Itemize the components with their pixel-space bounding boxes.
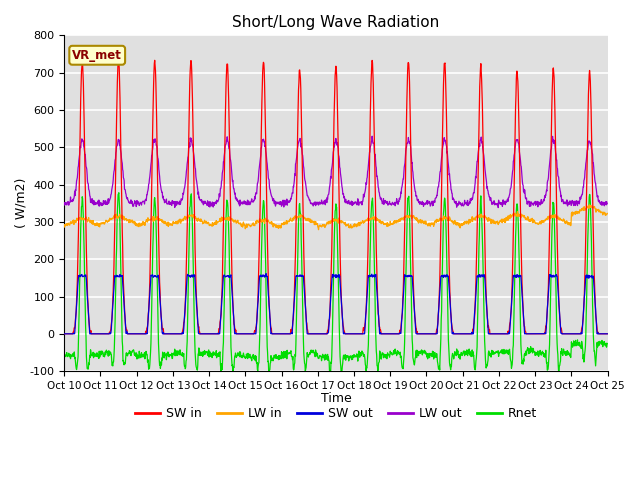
Title: Short/Long Wave Radiation: Short/Long Wave Radiation bbox=[232, 15, 440, 30]
X-axis label: Time: Time bbox=[321, 392, 351, 405]
Text: VR_met: VR_met bbox=[72, 49, 122, 62]
Legend: SW in, LW in, SW out, LW out, Rnet: SW in, LW in, SW out, LW out, Rnet bbox=[130, 402, 542, 425]
Y-axis label: ( W/m2): ( W/m2) bbox=[15, 178, 28, 228]
